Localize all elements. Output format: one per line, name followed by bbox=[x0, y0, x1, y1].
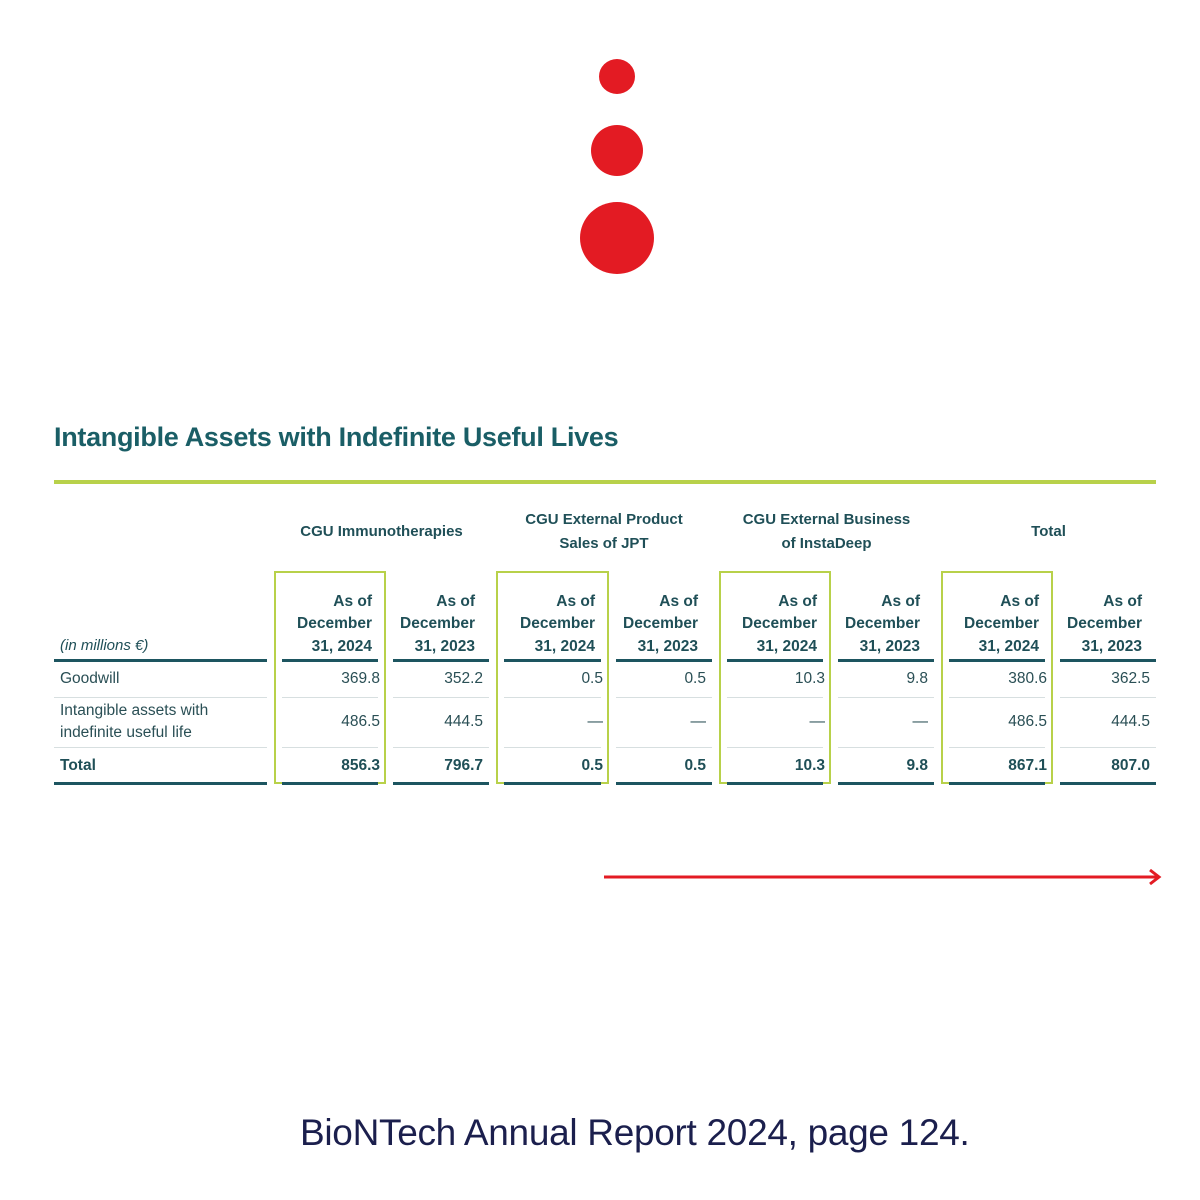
row-label: Total bbox=[60, 757, 96, 774]
row-label: Goodwill bbox=[60, 670, 120, 687]
total-rule bbox=[949, 782, 1045, 785]
row-rule bbox=[504, 747, 601, 748]
red-dot bbox=[580, 202, 654, 274]
cell: 867.1 bbox=[1008, 757, 1047, 774]
group-header: Total bbox=[1031, 523, 1066, 540]
column-header: As of December 31, 2023 bbox=[1067, 592, 1142, 655]
total-rule bbox=[727, 782, 823, 785]
total-rule bbox=[393, 782, 489, 785]
cell: 10.3 bbox=[794, 670, 825, 687]
header-rule bbox=[727, 659, 823, 662]
column-header: As of December 31, 2024 bbox=[297, 592, 372, 655]
row-rule bbox=[949, 697, 1045, 698]
cell: 369.8 bbox=[341, 670, 380, 687]
header-rule bbox=[1060, 659, 1156, 662]
group-header: CGU Immunotherapies bbox=[300, 523, 463, 540]
cell: 352.2 bbox=[444, 670, 483, 687]
row-rule bbox=[727, 697, 823, 698]
total-rule bbox=[504, 782, 601, 785]
header-rule bbox=[282, 659, 378, 662]
cell: 807.0 bbox=[1111, 757, 1150, 774]
cell: 9.8 bbox=[906, 670, 928, 687]
row-rule bbox=[1060, 747, 1156, 748]
column-header: As of December 31, 2024 bbox=[742, 592, 817, 655]
table-title: Intangible Assets with Indefinite Useful… bbox=[54, 422, 619, 452]
group-header: CGU External Business of InstaDeep bbox=[742, 511, 911, 552]
row-rule bbox=[393, 697, 489, 698]
arrow bbox=[604, 868, 1162, 886]
cell: 10.3 bbox=[794, 757, 825, 774]
total-rule bbox=[616, 782, 712, 785]
header-rule bbox=[949, 659, 1045, 662]
unit-label: (in millions €) bbox=[60, 637, 149, 654]
row-rule bbox=[616, 747, 712, 748]
column-header: As of December 31, 2023 bbox=[623, 592, 698, 655]
cell: 444.5 bbox=[444, 713, 483, 730]
red-dot bbox=[591, 125, 643, 176]
total-rule bbox=[54, 782, 267, 785]
column-header: As of December 31, 2024 bbox=[520, 592, 595, 655]
cell: — bbox=[912, 713, 929, 730]
row-rule bbox=[282, 747, 378, 748]
cell: 486.5 bbox=[1008, 713, 1047, 730]
total-rule bbox=[838, 782, 934, 785]
row-rule bbox=[616, 697, 712, 698]
total-rule bbox=[1060, 782, 1156, 785]
cell: 9.8 bbox=[906, 757, 928, 774]
row-label: Intangible assets with indefinite useful… bbox=[60, 702, 209, 741]
cell: 0.5 bbox=[684, 757, 706, 774]
cell: 362.5 bbox=[1111, 670, 1150, 687]
row-rule bbox=[54, 697, 267, 698]
cell: 0.5 bbox=[581, 757, 603, 774]
header-rule bbox=[504, 659, 601, 662]
column-header: As of December 31, 2023 bbox=[400, 592, 475, 655]
column-header: As of December 31, 2024 bbox=[964, 592, 1039, 655]
cell: 444.5 bbox=[1111, 713, 1150, 730]
header-rule bbox=[393, 659, 489, 662]
header-rule bbox=[838, 659, 934, 662]
row-rule bbox=[393, 747, 489, 748]
group-header: CGU External Product Sales of JPT bbox=[525, 511, 683, 552]
row-rule bbox=[727, 747, 823, 748]
cell: 796.7 bbox=[444, 757, 483, 774]
cell: 486.5 bbox=[341, 713, 380, 730]
row-rule bbox=[838, 747, 934, 748]
row-rule bbox=[282, 697, 378, 698]
red-dot bbox=[599, 59, 635, 94]
title-rule bbox=[54, 480, 1156, 484]
header-rule bbox=[616, 659, 712, 662]
cell: — bbox=[809, 713, 826, 730]
cell: 0.5 bbox=[581, 670, 603, 687]
row-rule bbox=[504, 697, 601, 698]
header-rule bbox=[54, 659, 267, 662]
row-rule bbox=[949, 747, 1045, 748]
cell: 0.5 bbox=[684, 670, 706, 687]
total-rule bbox=[282, 782, 378, 785]
row-rule bbox=[1060, 697, 1156, 698]
caption: BioNTech Annual Report 2024, page 124. bbox=[300, 1112, 970, 1153]
cell: — bbox=[690, 713, 707, 730]
row-rule bbox=[838, 697, 934, 698]
cell: — bbox=[587, 713, 604, 730]
cell: 380.6 bbox=[1008, 670, 1047, 687]
column-header: As of December 31, 2023 bbox=[845, 592, 920, 655]
row-rule bbox=[54, 747, 267, 748]
cell: 856.3 bbox=[341, 757, 380, 774]
